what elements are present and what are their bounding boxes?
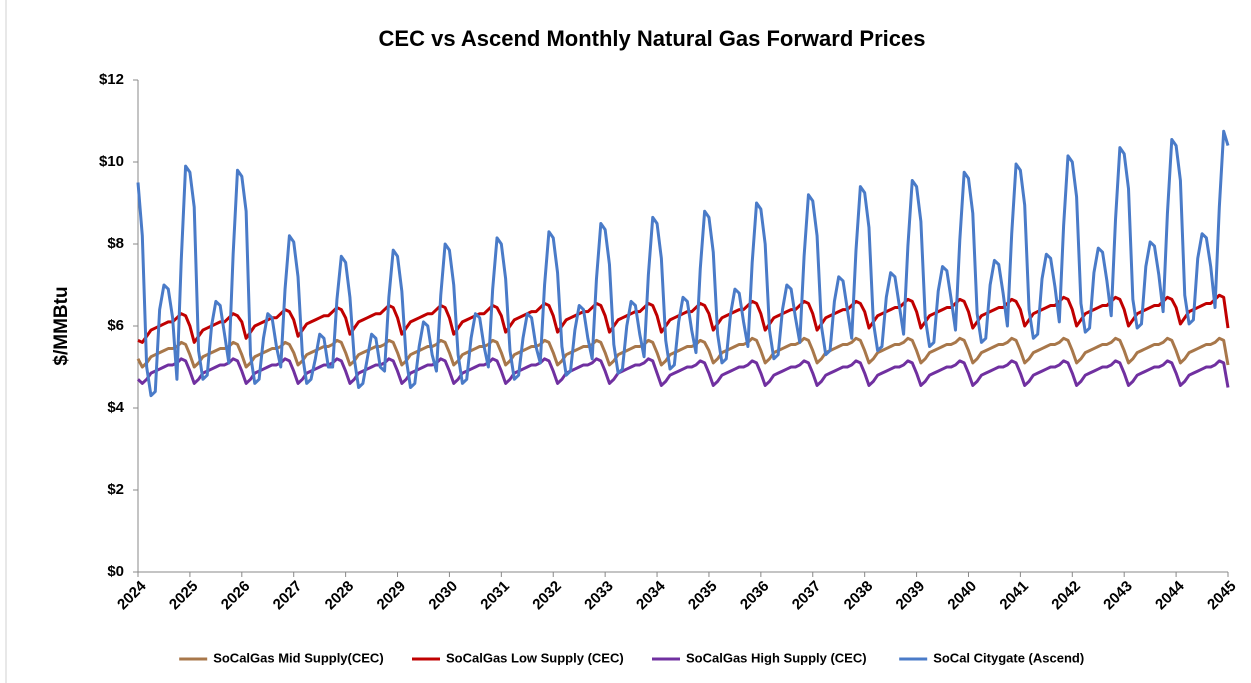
- legend-label: SoCalGas Low Supply (CEC): [446, 650, 624, 665]
- series-line: [136, 357, 1230, 388]
- x-tick-label: 2042: [1048, 578, 1084, 614]
- chart-title: CEC vs Ascend Monthly Natural Gas Forwar…: [379, 26, 926, 51]
- x-tick-label: 2039: [893, 578, 929, 614]
- y-tick-label: $0: [107, 563, 124, 580]
- x-tick-label: 2030: [425, 578, 461, 614]
- x-tick-label: 2027: [270, 578, 306, 614]
- series-line: [137, 293, 1230, 344]
- y-tick-label: $2: [107, 481, 124, 498]
- series-line: [136, 129, 1230, 398]
- y-tick-label: $4: [107, 399, 124, 416]
- x-tick-label: 2041: [996, 578, 1032, 614]
- x-tick-label: 2032: [529, 578, 565, 614]
- x-tick-label: 2034: [633, 577, 669, 613]
- legend: SoCalGas Mid Supply(CEC) SoCalGas Low Sup…: [179, 650, 1084, 665]
- x-tick-label: 2035: [685, 578, 721, 614]
- x-tick-label: 2029: [374, 578, 410, 614]
- x-tick-label: 2043: [1100, 578, 1136, 614]
- x-tick-label: 2045: [1204, 578, 1240, 614]
- y-tick-label: $6: [107, 317, 124, 334]
- series-line: [136, 336, 1230, 369]
- x-tick-label: 2033: [581, 578, 617, 614]
- y-axis-title: $/MMBtu: [51, 286, 72, 365]
- x-tick-label: 2028: [322, 578, 358, 614]
- x-tick-label: 2038: [841, 578, 877, 614]
- x-tick-label: 2024: [114, 577, 150, 613]
- legend-label: SoCalGas High Supply (CEC): [686, 650, 867, 665]
- y-tick-label: $10: [99, 153, 124, 170]
- x-tick-label: 2026: [218, 578, 254, 614]
- y-tick-label: $8: [107, 235, 124, 252]
- x-tick-label: 2031: [477, 578, 513, 614]
- legend-label: SoCalGas Mid Supply(CEC): [213, 650, 383, 665]
- x-tick-label: 2040: [944, 578, 980, 614]
- x-tick-label: 2037: [789, 578, 825, 614]
- legend-label: SoCal Citygate (Ascend): [933, 650, 1084, 665]
- x-tick-label: 2036: [737, 578, 773, 614]
- y-tick-label: $12: [99, 71, 124, 88]
- x-tick-label: 2025: [166, 578, 202, 614]
- x-tick-label: 2044: [1152, 577, 1188, 613]
